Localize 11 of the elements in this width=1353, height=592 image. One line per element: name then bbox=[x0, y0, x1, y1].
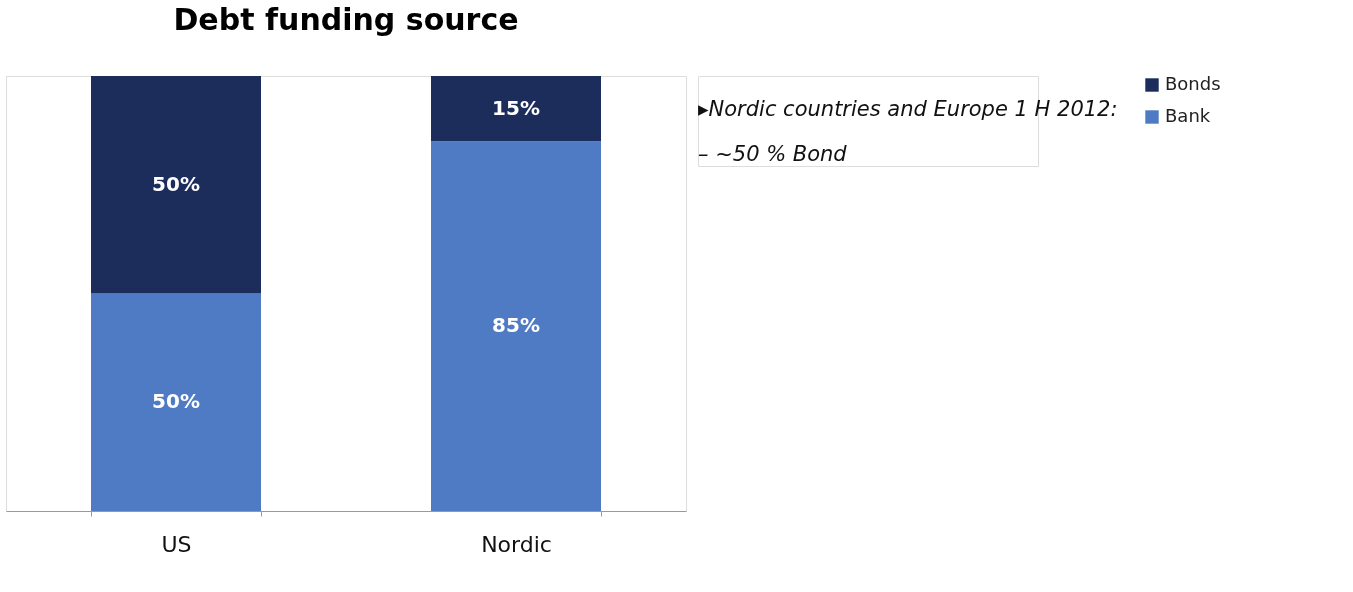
x-tick-label: US bbox=[161, 531, 192, 557]
text: – ~50 % Bond bbox=[698, 141, 848, 166]
data-label: 15% bbox=[492, 95, 540, 120]
chart-title: Debt funding source bbox=[173, 2, 519, 37]
x-tick-label: Nordic bbox=[481, 531, 552, 557]
data-label: 50% bbox=[152, 389, 200, 414]
data-label: 50% bbox=[152, 171, 200, 196]
text: ▸Nordic countries and Europe 1 H 2012: bbox=[698, 96, 1118, 121]
data-label: 85% bbox=[492, 313, 540, 338]
legend-label: Bonds bbox=[1165, 73, 1221, 94]
legend-label: Bank bbox=[1165, 105, 1211, 126]
